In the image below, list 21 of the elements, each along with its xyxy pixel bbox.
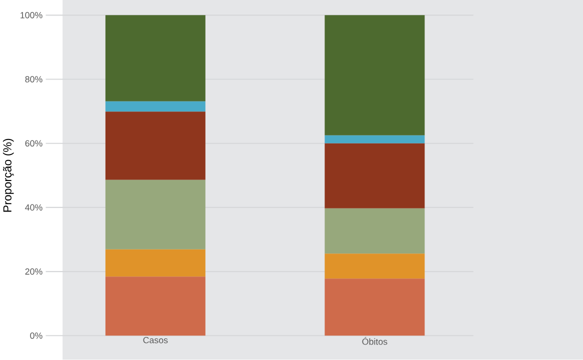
y-tick-label: 100% xyxy=(20,12,42,18)
y-tick-label: 40% xyxy=(25,204,42,211)
bar xyxy=(105,250,206,277)
x-tick-label: Óbitos xyxy=(362,337,388,345)
y-axis-title: Proporção (%) xyxy=(2,138,14,212)
bar xyxy=(324,143,425,209)
bar xyxy=(324,208,425,254)
bar xyxy=(105,15,206,102)
y-tick-label: 80% xyxy=(25,76,42,83)
bar xyxy=(324,278,425,336)
y-tick-label: 20% xyxy=(25,268,42,275)
bar xyxy=(105,180,206,250)
bar xyxy=(105,112,206,180)
bar xyxy=(324,135,425,144)
y-tick-label: 0% xyxy=(30,332,42,339)
bar xyxy=(324,15,425,136)
y-tick-label: 60% xyxy=(25,140,42,147)
x-tick-label: Casos xyxy=(143,337,168,344)
bar xyxy=(105,102,206,112)
bar xyxy=(105,276,206,336)
bar xyxy=(324,254,425,279)
